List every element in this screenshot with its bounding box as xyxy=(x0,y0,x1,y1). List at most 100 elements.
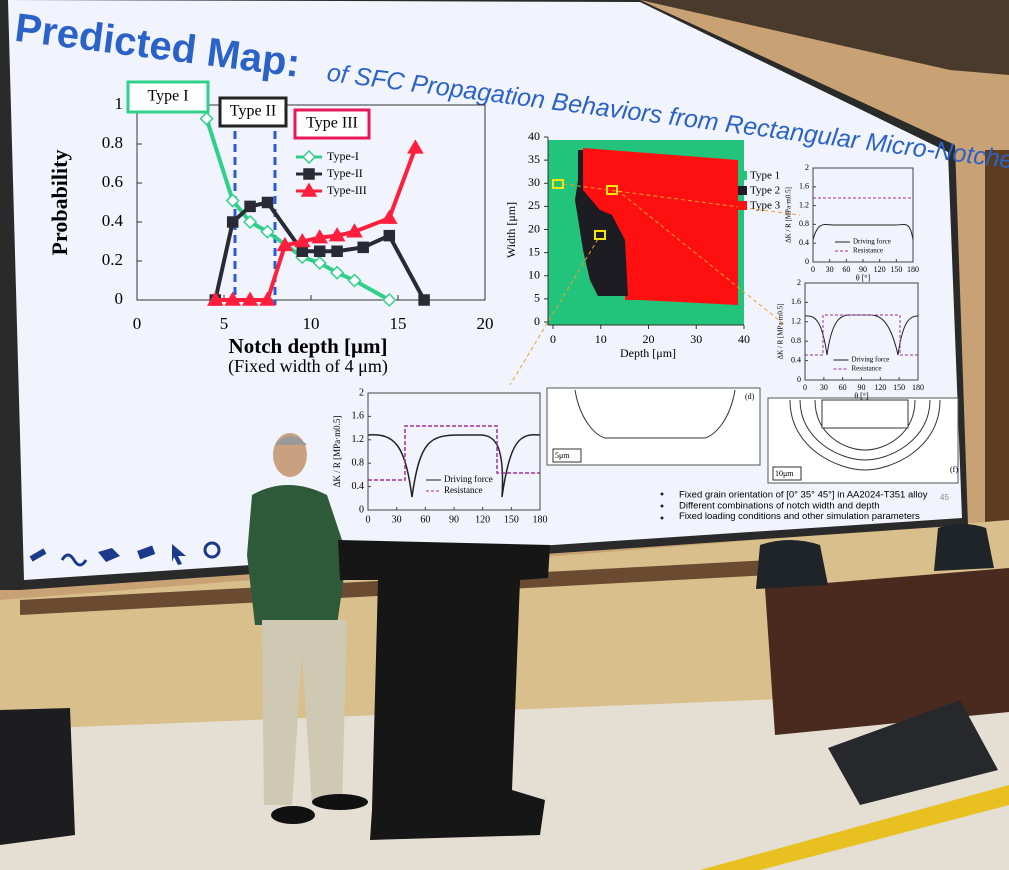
y-tick-label: 30 xyxy=(528,175,540,189)
tool-highlighter[interactable] xyxy=(98,548,120,562)
trousers xyxy=(262,620,347,805)
x-tick-label: 10 xyxy=(595,332,607,346)
data-point xyxy=(330,265,345,280)
legend-label: Resistance xyxy=(853,247,883,255)
legend-swatch xyxy=(738,171,747,180)
data-point xyxy=(331,245,343,257)
legend-label: Resistance xyxy=(444,485,483,495)
legend-swatch xyxy=(738,201,747,210)
y-tick-label: 0.8 xyxy=(799,219,809,228)
data-point xyxy=(311,229,329,244)
x-tick-label: 30 xyxy=(392,514,402,525)
tool-target[interactable] xyxy=(203,541,221,559)
x-tick-label: 120 xyxy=(874,383,886,392)
region-box xyxy=(293,108,371,140)
data-point xyxy=(225,193,240,208)
hair xyxy=(275,436,307,445)
notch-outline xyxy=(574,389,736,439)
data-point xyxy=(293,233,311,248)
y-tick-label: 40 xyxy=(528,129,540,143)
x-tick-label: 30 xyxy=(826,265,834,274)
bullet-dot xyxy=(660,504,664,508)
legend-label: Resistance xyxy=(852,365,882,373)
x-tick-label: 15 xyxy=(390,314,407,333)
tool-pointer[interactable] xyxy=(172,544,186,565)
map-x-label: Depth [μm] xyxy=(620,346,676,360)
y-axis-label: ΔK / R [MPa·m0.5] xyxy=(777,304,785,360)
y-tick-label: 0.8 xyxy=(352,457,365,468)
y-tick-label: 0 xyxy=(534,314,540,328)
data-point xyxy=(313,245,326,257)
map-region-type2 xyxy=(575,150,628,296)
y-tick-label: 0 xyxy=(115,289,124,308)
x-tick-label: 150 xyxy=(893,383,905,392)
bullet-dot xyxy=(660,516,664,520)
y-tick-label: 5 xyxy=(534,291,540,305)
toolbar[interactable] xyxy=(29,541,221,567)
x-tick-label: 10 xyxy=(303,314,320,333)
y-tick-label: 0.4 xyxy=(102,211,124,230)
tool-eraser[interactable] xyxy=(137,545,156,560)
shoe xyxy=(312,794,368,810)
data-point xyxy=(224,291,242,306)
data-point xyxy=(243,214,258,230)
x-tick-label: 40 xyxy=(738,332,750,346)
podium xyxy=(338,540,550,840)
x-tick-label: 30 xyxy=(690,332,702,346)
y-tick-label: 35 xyxy=(528,152,540,166)
data-point xyxy=(259,291,276,306)
y-tick-label: 0 xyxy=(805,257,809,266)
y-tick-label: 1.6 xyxy=(791,297,801,306)
connector xyxy=(509,238,599,386)
y-tick-label: 2 xyxy=(359,387,364,398)
chair xyxy=(934,524,994,571)
y-tick-label: 2 xyxy=(797,278,801,287)
notch xyxy=(821,399,909,429)
curve xyxy=(812,223,914,241)
tool-curve[interactable] xyxy=(60,553,88,567)
legend-swatch xyxy=(738,186,747,195)
x-tick-label: 150 xyxy=(890,265,902,274)
legend-label: Type-II xyxy=(327,166,363,180)
x-axis-label: θ [°] xyxy=(854,392,869,401)
data-point xyxy=(383,229,396,242)
y-tick-label: 0.4 xyxy=(352,481,365,492)
data-point xyxy=(261,196,274,209)
x-axis-label: Notch depth [μm] xyxy=(229,334,388,358)
tool-pen[interactable] xyxy=(29,548,47,562)
connector xyxy=(616,189,786,326)
x-tick-label: 120 xyxy=(475,514,490,525)
region-box xyxy=(126,80,210,114)
y-tick-label: 0 xyxy=(797,375,801,384)
data-point xyxy=(312,255,327,271)
legend-label: Type-I xyxy=(327,149,359,163)
data-point xyxy=(244,200,256,213)
data-point xyxy=(357,241,369,254)
x-tick-label: 120 xyxy=(874,265,886,274)
legend-label: Driving force xyxy=(853,238,891,246)
data-point xyxy=(241,291,259,306)
map-y-label: Width [μm] xyxy=(504,202,518,258)
y-tick-label: 0.4 xyxy=(799,238,809,247)
data-point xyxy=(260,224,275,239)
curve xyxy=(368,425,540,481)
legend-label: Type 1 xyxy=(750,170,780,182)
legend-label: Type 3 xyxy=(750,200,781,212)
speaker xyxy=(0,708,75,845)
scale-box xyxy=(552,448,582,463)
legend-marker xyxy=(303,168,315,180)
x-tick-label: 30 xyxy=(820,383,828,392)
bullet-text: Different combinations of notch width an… xyxy=(679,500,880,511)
series-line xyxy=(213,200,426,301)
x-tick-label: 150 xyxy=(504,514,519,525)
data-point xyxy=(418,294,430,306)
data-point xyxy=(276,236,294,252)
x-tick-label: 5 xyxy=(220,314,229,333)
y-tick-label: 2 xyxy=(805,163,809,172)
region-label: Type II xyxy=(230,103,276,120)
y-tick-label: 0.8 xyxy=(102,133,123,152)
x-axis-label: θ [°] xyxy=(856,274,871,283)
ceiling xyxy=(640,0,1009,75)
x-tick-label: 90 xyxy=(858,383,866,392)
